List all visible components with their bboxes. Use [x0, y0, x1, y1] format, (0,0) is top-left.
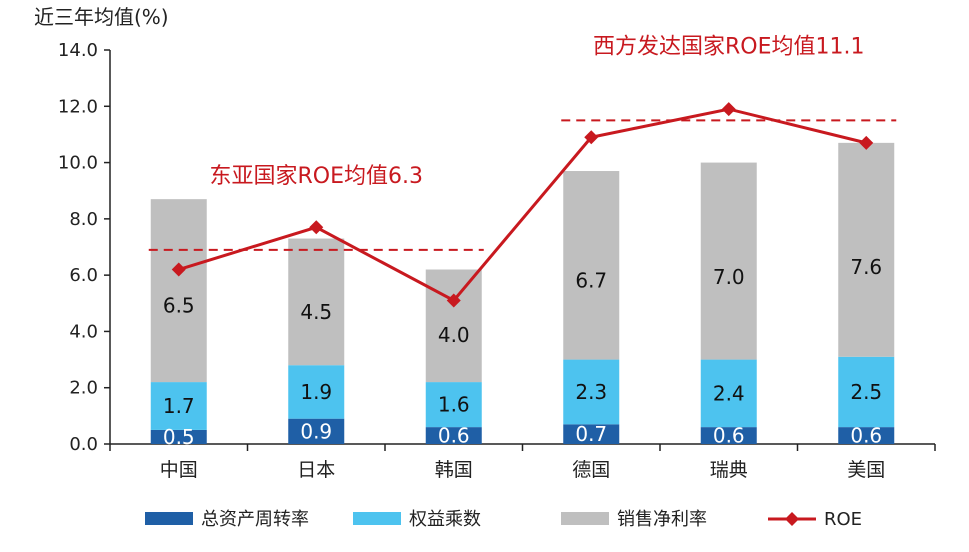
- bar-segment: [150, 199, 207, 383]
- legend-label: 总资产周转率: [201, 509, 309, 530]
- x-tick-label: 美国: [847, 459, 885, 481]
- x-tick-label: 日本: [297, 459, 335, 481]
- roe-line: [171, 102, 874, 308]
- x-tick-label: 瑞典: [710, 459, 748, 481]
- y-tick-label: 10.0: [58, 153, 98, 174]
- axes: 0.0 2.0 4.0 6.0 8.0 10.0 12.0 14.0 中国 日本 韩国 德国 瑞典 美国: [58, 40, 936, 481]
- data-label: 0.5: [163, 425, 195, 449]
- bar-segment: [288, 238, 345, 366]
- annotations: 东亚国家ROE均值6.3 西方发达国家ROE均值11.1: [148, 34, 897, 251]
- data-label: 0.6: [713, 424, 745, 448]
- roe-point: [584, 130, 599, 145]
- data-label: 1.6: [438, 393, 470, 417]
- data-label: 0.9: [300, 419, 332, 443]
- x-tick-label: 中国: [160, 459, 198, 481]
- data-label: 4.0: [438, 323, 470, 347]
- data-label: 6.7: [575, 268, 607, 292]
- y-tick-label: 2.0: [69, 378, 98, 399]
- x-tick-label: 韩国: [435, 459, 473, 481]
- bar-segment: [700, 427, 757, 444]
- bar-segment: [700, 359, 757, 428]
- average-annotation: 西方发达国家ROE均值11.1: [593, 34, 865, 59]
- data-label: 0.7: [575, 422, 607, 446]
- y-tick-label: 4.0: [69, 321, 98, 342]
- bar-segment: [700, 162, 757, 360]
- data-label: 4.5: [300, 300, 332, 324]
- average-annotation: 东亚国家ROE均值6.3: [210, 164, 424, 189]
- y-axis-title: 近三年均值(%): [34, 5, 169, 29]
- bar-segment: [563, 171, 620, 360]
- bar-segment: [838, 427, 895, 444]
- y-tick-label: 0.0: [69, 434, 98, 455]
- data-label: 6.5: [163, 293, 195, 317]
- data-label: 2.5: [850, 380, 882, 404]
- data-label: 7.6: [850, 255, 882, 279]
- legend-marker: [785, 512, 799, 526]
- y-tick-label: 6.0: [69, 265, 98, 286]
- bar-segment: [288, 365, 345, 419]
- bars: [150, 142, 895, 444]
- legend: 总资产周转率 权益乘数 销售净利率 ROE: [145, 509, 862, 530]
- legend-label: ROE: [824, 509, 862, 530]
- data-label: 1.9: [300, 380, 332, 404]
- legend-swatch: [561, 512, 609, 525]
- y-tick-label: 14.0: [58, 40, 98, 61]
- data-label: 2.4: [713, 381, 745, 405]
- roe-point: [309, 220, 324, 235]
- data-label: 0.6: [850, 424, 882, 448]
- roe-series-line: [178, 107, 867, 303]
- legend-label: 权益乘数: [409, 509, 481, 530]
- bar-segment: [563, 424, 620, 444]
- bar-segment: [838, 142, 895, 357]
- bar-segment: [838, 356, 895, 428]
- legend-label: 销售净利率: [617, 509, 707, 530]
- bar-labels: 0.5 1.7 6.5 0.9 1.9 4.5 0.6 1.6 4.0 0.7 2.3 6.7 0.6 2…: [163, 255, 882, 449]
- data-label: 7.0: [713, 265, 745, 289]
- bar-segment: [425, 427, 482, 444]
- x-tick-label: 德国: [572, 459, 610, 481]
- bar-segment: [563, 359, 620, 425]
- legend-swatch: [145, 512, 193, 525]
- bar-segment: [288, 418, 345, 444]
- y-tick-label: 12.0: [58, 96, 98, 117]
- data-label: 0.6: [438, 424, 470, 448]
- data-label: 1.7: [163, 394, 195, 418]
- bar-segment: [425, 269, 482, 383]
- bar-segment: [150, 382, 207, 430]
- bar-segment: [150, 429, 207, 444]
- data-label: 2.3: [575, 380, 607, 404]
- roe-point: [446, 293, 461, 308]
- legend-swatch: [353, 512, 401, 525]
- bar-segment: [425, 382, 482, 428]
- roe-point: [721, 102, 736, 117]
- y-tick-label: 8.0: [69, 209, 98, 230]
- roe-point: [859, 135, 874, 150]
- roe-point: [171, 262, 186, 277]
